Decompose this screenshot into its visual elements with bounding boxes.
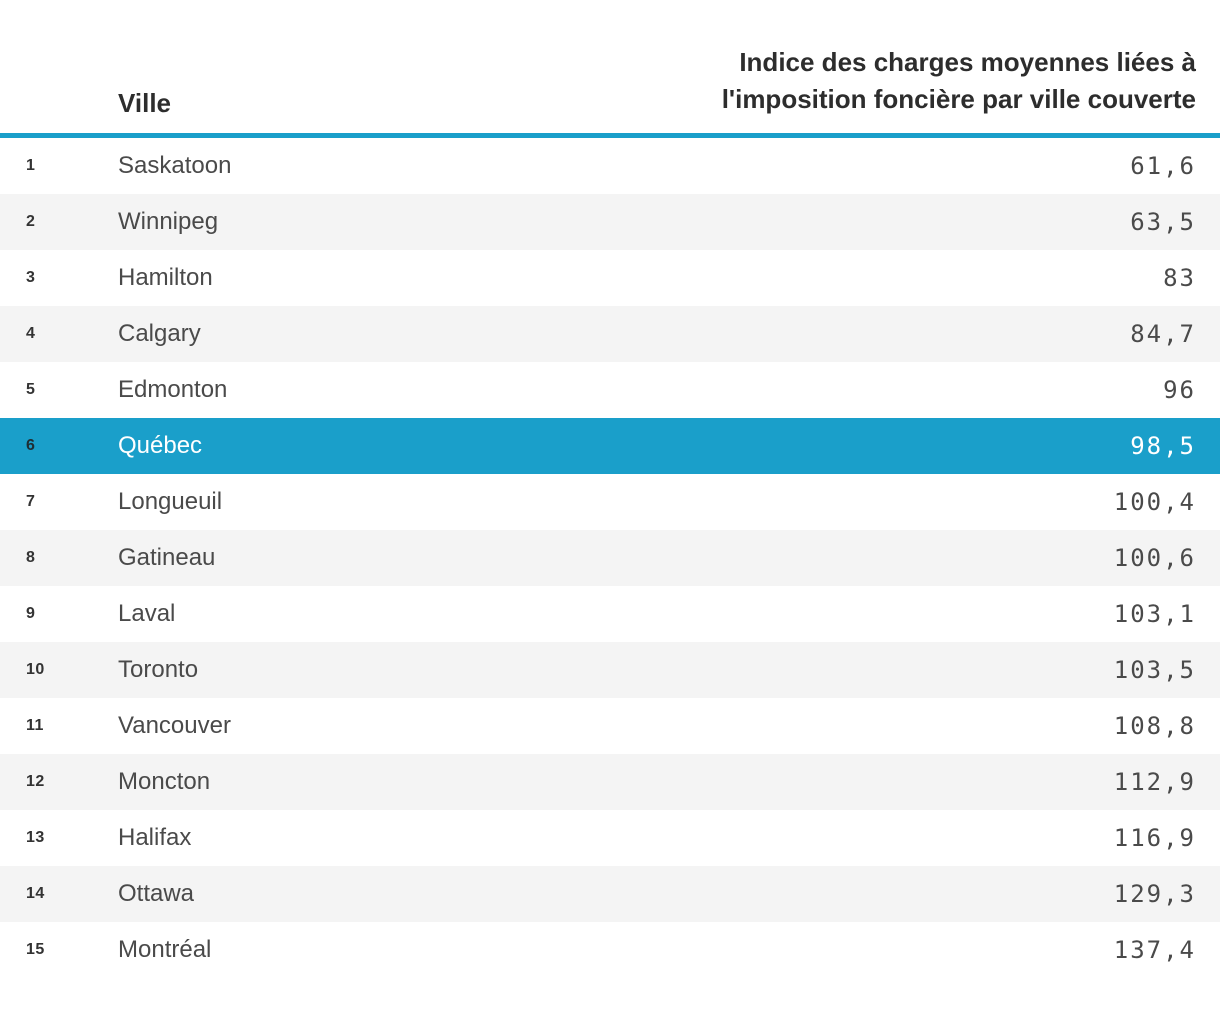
row-city: Calgary: [118, 319, 201, 347]
row-value: 108,8: [1113, 711, 1196, 740]
column-header-value: Indice des charges moyennes liées à l'im…: [721, 47, 1196, 115]
header-divider: [0, 132, 1220, 138]
table-row: 6 Québec 98,5: [0, 417, 1220, 474]
row-rank: 8: [26, 548, 36, 566]
row-value: 100,4: [1113, 487, 1196, 516]
row-city: Vancouver: [118, 711, 231, 739]
row-rank: 2: [26, 212, 36, 230]
row-rank: 11: [26, 716, 44, 734]
row-city: Halifax: [118, 823, 192, 851]
row-rank: 13: [26, 828, 45, 846]
table-row: 8 Gatineau 100,6: [0, 529, 1220, 586]
table-row: 9 Laval 103,1: [0, 585, 1220, 642]
row-city: Ottawa: [118, 879, 195, 907]
row-rank: 9: [26, 604, 36, 622]
column-header-city: Ville: [118, 87, 172, 118]
table-row: 13 Halifax 116,9: [0, 809, 1220, 866]
row-city: Québec: [118, 431, 203, 459]
table-row: 10 Toronto 103,5: [0, 641, 1220, 698]
row-city: Longueuil: [118, 487, 223, 515]
table-row: 1 Saskatoon 61,6: [0, 137, 1220, 194]
row-rank: 1: [26, 156, 36, 174]
row-value: 98,5: [1130, 431, 1196, 460]
table-row: 12 Moncton 112,9: [0, 753, 1220, 810]
row-value: 137,4: [1113, 935, 1196, 964]
table-row: 5 Edmonton 96: [0, 361, 1220, 418]
row-rank: 10: [26, 660, 45, 678]
row-value: 103,5: [1113, 655, 1196, 684]
table-header: Ville Indice des charges moyennes liées …: [0, 0, 1220, 133]
table-row: 7 Longueuil 100,4: [0, 473, 1220, 530]
row-value: 103,1: [1113, 599, 1196, 628]
row-value: 63,5: [1130, 207, 1196, 236]
row-value: 96: [1163, 375, 1196, 404]
row-value: 100,6: [1113, 543, 1196, 572]
table-row: 11 Vancouver 108,8: [0, 697, 1220, 754]
table-row: 2 Winnipeg 63,5: [0, 193, 1220, 250]
row-value: 84,7: [1130, 319, 1196, 348]
row-value: 61,6: [1130, 151, 1196, 180]
row-city: Winnipeg: [118, 207, 219, 235]
row-city: Gatineau: [118, 543, 216, 571]
table-row: 4 Calgary 84,7: [0, 305, 1220, 362]
row-city: Toronto: [118, 655, 199, 683]
row-rank: 5: [26, 380, 36, 398]
row-value: 129,3: [1113, 879, 1196, 908]
row-city: Moncton: [118, 767, 211, 795]
row-city: Hamilton: [118, 263, 213, 291]
row-rank: 3: [26, 268, 36, 286]
row-rank: 12: [26, 772, 45, 790]
row-city: Edmonton: [118, 375, 228, 403]
table-row: 15 Montréal 137,4: [0, 921, 1220, 978]
row-rank: 4: [26, 324, 36, 342]
row-city: Montréal: [118, 935, 212, 963]
table-row: 3 Hamilton 83: [0, 249, 1220, 306]
row-value: 83: [1163, 263, 1196, 292]
row-rank: 6: [26, 436, 36, 454]
row-value: 112,9: [1113, 767, 1196, 796]
table-body: 1 Saskatoon 61,6 2 Winnipeg 63,5 3 Hamil…: [0, 137, 1220, 978]
row-city: Laval: [118, 599, 176, 627]
row-city: Saskatoon: [118, 151, 232, 179]
row-rank: 14: [26, 884, 45, 902]
row-rank: 7: [26, 492, 36, 510]
table-row: 14 Ottawa 129,3: [0, 865, 1220, 922]
row-rank: 15: [26, 940, 45, 958]
row-value: 116,9: [1113, 823, 1196, 852]
